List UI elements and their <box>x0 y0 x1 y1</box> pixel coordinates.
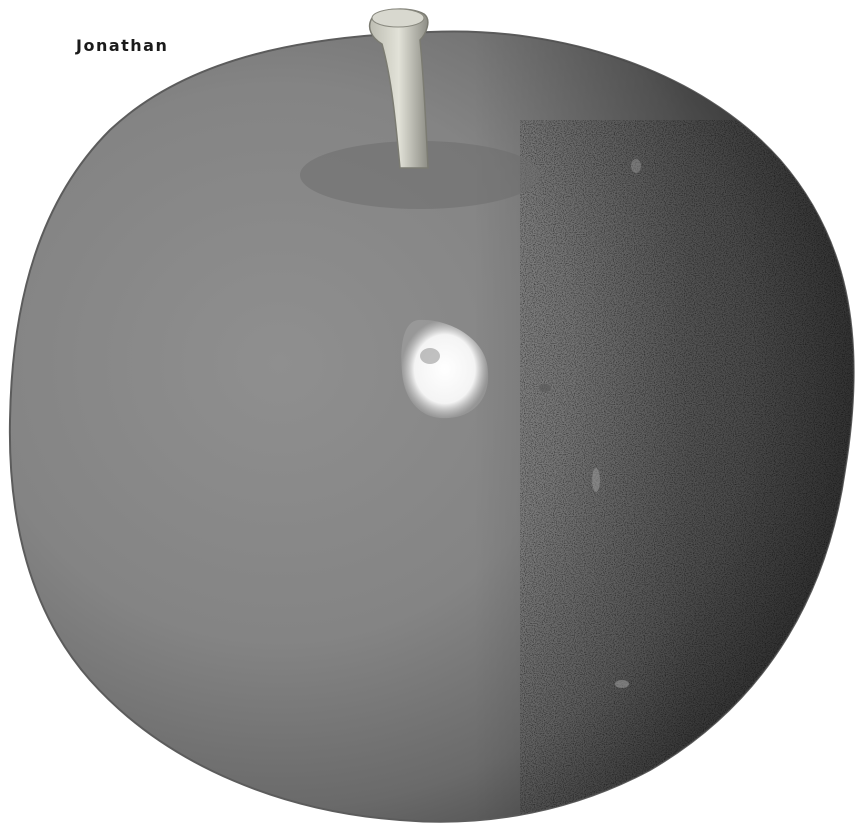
apple-stem <box>368 8 429 169</box>
apple-highlight <box>401 319 489 419</box>
stem-cavity <box>300 141 540 209</box>
variety-label: Jonathan <box>76 36 169 55</box>
